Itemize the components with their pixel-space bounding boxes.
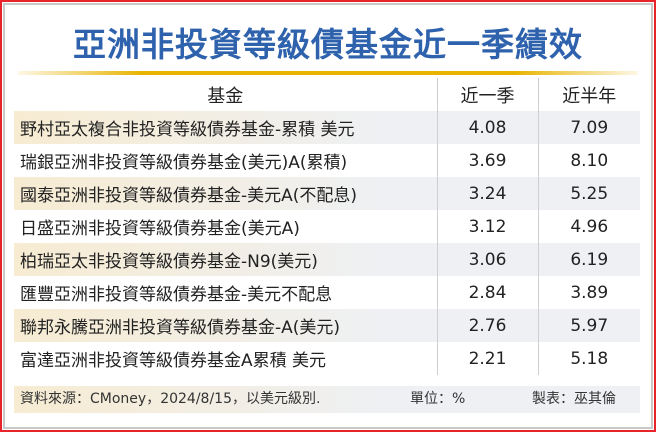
footer: 資料來源：CMoney，2024/8/15，以美元級別. 單位：% 製表：巫其倫 xyxy=(14,386,640,413)
fund-name: 國泰亞洲非投資等級債券基金-美元A(不配息) xyxy=(20,186,358,206)
header-quarter: 近一季 xyxy=(436,78,538,111)
fund-name: 富達亞洲非投資等級債券基金A累積 美元 xyxy=(20,351,327,371)
table-row: 聯邦永騰亞洲非投資等級債券基金-A(美元) 2.76 5.97 xyxy=(14,309,640,342)
quarter-return: 3.24 xyxy=(436,177,538,210)
header-fund: 基金 xyxy=(207,85,244,107)
half-year-return: 3.89 xyxy=(537,276,640,309)
header-half-year: 近半年 xyxy=(537,78,640,111)
unit-note: 單位：% xyxy=(410,391,466,407)
fund-name: 聯邦永騰亞洲非投資等級債券基金-A(美元) xyxy=(20,318,341,338)
half-year-return: 7.09 xyxy=(537,111,640,144)
table-row: 日盛亞洲非投資等級債券基金(美元A) 3.12 4.96 xyxy=(14,210,640,243)
quarter-return: 3.06 xyxy=(436,243,538,276)
title-divider xyxy=(18,71,638,75)
fund-name: 瑞銀亞洲非投資等級債券基金(美元)A(累積) xyxy=(20,153,348,173)
half-year-return: 6.19 xyxy=(537,243,640,276)
half-year-return: 4.96 xyxy=(537,210,640,243)
half-year-return: 5.18 xyxy=(537,342,640,375)
table-row: 富達亞洲非投資等級債券基金A累積 美元 2.21 5.18 xyxy=(14,342,640,375)
fund-name: 匯豐亞洲非投資等級債券基金-美元不配息 xyxy=(20,285,333,305)
quarter-return: 3.69 xyxy=(436,144,538,177)
half-year-return: 5.25 xyxy=(537,177,640,210)
author-note: 製表：巫其倫 xyxy=(532,391,616,407)
quarter-return: 2.76 xyxy=(436,309,538,342)
quarter-return: 2.21 xyxy=(436,342,538,375)
table-row: 瑞銀亞洲非投資等級債券基金(美元)A(累積) 3.69 8.10 xyxy=(14,144,640,177)
half-year-return: 8.10 xyxy=(537,144,640,177)
chart-title: 亞洲非投資等級債基金近一季績效 xyxy=(73,25,583,64)
header-row: 基金 近一季 近半年 xyxy=(14,78,640,111)
table-row: 野村亞太複合非投資等級債券基金-累積 美元 4.08 7.09 xyxy=(14,111,640,144)
source-note: 資料來源：CMoney，2024/8/15，以美元級別. xyxy=(20,391,321,407)
fund-table: 基金 近一季 近半年 野村亞太複合非投資等級債券基金-累積 美元 4.08 7.09… xyxy=(14,78,640,375)
quarter-return: 2.84 xyxy=(436,276,538,309)
table-row: 國泰亞洲非投資等級債券基金-美元A(不配息) 3.24 5.25 xyxy=(14,177,640,210)
table-row: 柏瑞亞太非投資等級債券基金-N9(美元) 3.06 6.19 xyxy=(14,243,640,276)
half-year-return: 5.97 xyxy=(537,309,640,342)
fund-name: 野村亞太複合非投資等級債券基金-累積 美元 xyxy=(20,120,355,140)
fund-name: 日盛亞洲非投資等級債券基金(美元A) xyxy=(20,219,300,239)
quarter-return: 4.08 xyxy=(436,111,538,144)
table-row: 匯豐亞洲非投資等級債券基金-美元不配息 2.84 3.89 xyxy=(14,276,640,309)
fund-name: 柏瑞亞太非投資等級債券基金-N9(美元) xyxy=(20,252,318,272)
quarter-return: 3.12 xyxy=(436,210,538,243)
